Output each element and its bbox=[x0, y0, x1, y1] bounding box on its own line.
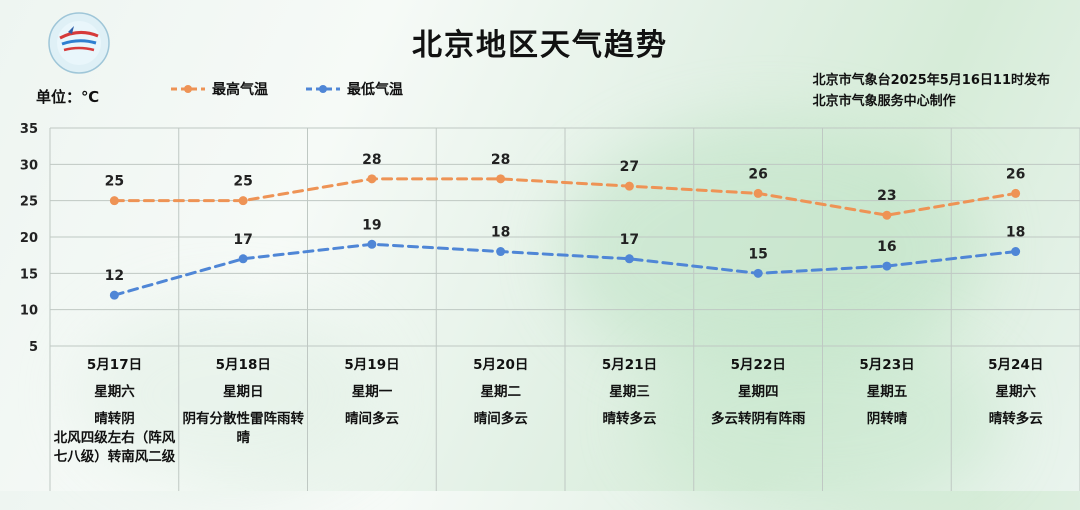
legend-high-swatch bbox=[171, 85, 205, 93]
weekday-label: 星期五 bbox=[866, 384, 908, 400]
date-label: 5月20日 bbox=[473, 357, 529, 373]
weather-description: 晴转多云 bbox=[602, 411, 657, 427]
data-point-high bbox=[367, 174, 377, 184]
weekday-label: 星期六 bbox=[94, 384, 135, 400]
legend-high-label: 最高气温 bbox=[212, 82, 268, 98]
data-label-low: 18 bbox=[491, 225, 510, 241]
y-tick-label: 15 bbox=[20, 267, 38, 282]
data-label-low: 18 bbox=[1006, 225, 1025, 241]
y-tick-label: 35 bbox=[20, 122, 38, 137]
data-label-high: 23 bbox=[877, 188, 896, 204]
meteorological-service-logo bbox=[48, 12, 110, 74]
weekday-label: 星期四 bbox=[738, 384, 779, 400]
data-label-high: 25 bbox=[105, 174, 124, 190]
background-blob bbox=[640, 330, 1000, 510]
publish-line-2: 北京市气象服务中心制作 bbox=[812, 94, 956, 109]
legend-high: 最高气温 bbox=[170, 79, 268, 99]
date-label: 5月18日 bbox=[215, 357, 271, 373]
data-point-low bbox=[753, 268, 763, 278]
data-label-low: 16 bbox=[877, 239, 896, 255]
data-label-low: 15 bbox=[748, 246, 767, 262]
legend-low-swatch bbox=[306, 85, 340, 93]
weekday-label: 星期六 bbox=[995, 384, 1037, 400]
data-label-high: 26 bbox=[1006, 166, 1025, 182]
data-label-high: 26 bbox=[748, 166, 767, 182]
data-label-low: 19 bbox=[362, 217, 381, 233]
data-label-high: 28 bbox=[362, 152, 381, 168]
data-point-high bbox=[624, 181, 634, 191]
data-label-low: 17 bbox=[620, 232, 639, 248]
data-point-low bbox=[496, 247, 506, 257]
y-tick-label: 5 bbox=[29, 340, 38, 355]
y-tick-label: 20 bbox=[20, 231, 38, 246]
y-tick-label: 10 bbox=[20, 304, 38, 319]
date-label: 5月21日 bbox=[601, 357, 658, 373]
data-label-high: 25 bbox=[233, 174, 252, 190]
data-label-high: 28 bbox=[491, 152, 510, 168]
data-point-low bbox=[882, 261, 892, 271]
publish-info: 北京市气象台2025年5月16日11时发布 北京市气象服务中心制作 bbox=[813, 70, 1050, 112]
data-point-high bbox=[1011, 188, 1021, 198]
legend-low: 最低气温 bbox=[305, 79, 403, 99]
data-label-high: 27 bbox=[620, 159, 639, 175]
weekday-label: 星期二 bbox=[480, 384, 522, 400]
data-point-high bbox=[109, 196, 119, 206]
legend-low-label: 最低气温 bbox=[347, 82, 403, 98]
unit-label: 单位：℃ bbox=[36, 88, 100, 106]
data-label-low: 17 bbox=[233, 232, 252, 248]
weather-description: 晴转阴 北风四级左右（阵风七八级）转南风二级 bbox=[53, 411, 176, 465]
weather-description: 阴转晴 bbox=[866, 411, 908, 427]
date-label: 5月17日 bbox=[86, 357, 143, 373]
date-label: 5月23日 bbox=[859, 357, 915, 373]
y-tick-label: 25 bbox=[20, 195, 38, 210]
date-label: 5月22日 bbox=[730, 357, 786, 373]
weather-description: 多云转阴有阵雨 bbox=[711, 411, 806, 427]
data-point-high bbox=[753, 188, 763, 198]
publish-line-1: 北京市气象台2025年5月16日11时发布 bbox=[812, 73, 1050, 88]
page-title: 北京地区天气趋势 bbox=[412, 28, 668, 63]
data-point-high bbox=[496, 174, 506, 184]
weekday-label: 星期日 bbox=[223, 384, 264, 400]
background-blob bbox=[80, 300, 380, 490]
data-point-high bbox=[238, 196, 248, 206]
data-point-high bbox=[882, 210, 892, 220]
weekday-label: 星期三 bbox=[609, 384, 650, 400]
weather-description: 晴间多云 bbox=[473, 411, 528, 427]
date-label: 5月24日 bbox=[988, 357, 1044, 373]
data-point-low bbox=[1011, 247, 1021, 257]
data-point-low bbox=[109, 290, 119, 300]
series-line-high bbox=[112, 177, 1018, 217]
temperature-chart: 5 10 15 20 25 30 35 25 25 28 28 27 26 23 26 12 17 19 18 17 1… bbox=[20, 122, 1080, 491]
data-point-low bbox=[238, 254, 248, 264]
weather-description: 阴有分散性雷阵雨转晴 bbox=[182, 411, 305, 446]
weather-description: 晴间多云 bbox=[345, 411, 399, 427]
date-label: 5月19日 bbox=[344, 357, 400, 373]
series-line-low bbox=[112, 242, 1018, 297]
y-tick-label: 30 bbox=[20, 158, 38, 173]
data-point-low bbox=[367, 239, 377, 249]
weather-description: 晴转多云 bbox=[988, 411, 1043, 427]
data-label-low: 12 bbox=[105, 268, 124, 284]
weekday-label: 星期一 bbox=[351, 384, 393, 400]
data-point-low bbox=[624, 254, 634, 264]
